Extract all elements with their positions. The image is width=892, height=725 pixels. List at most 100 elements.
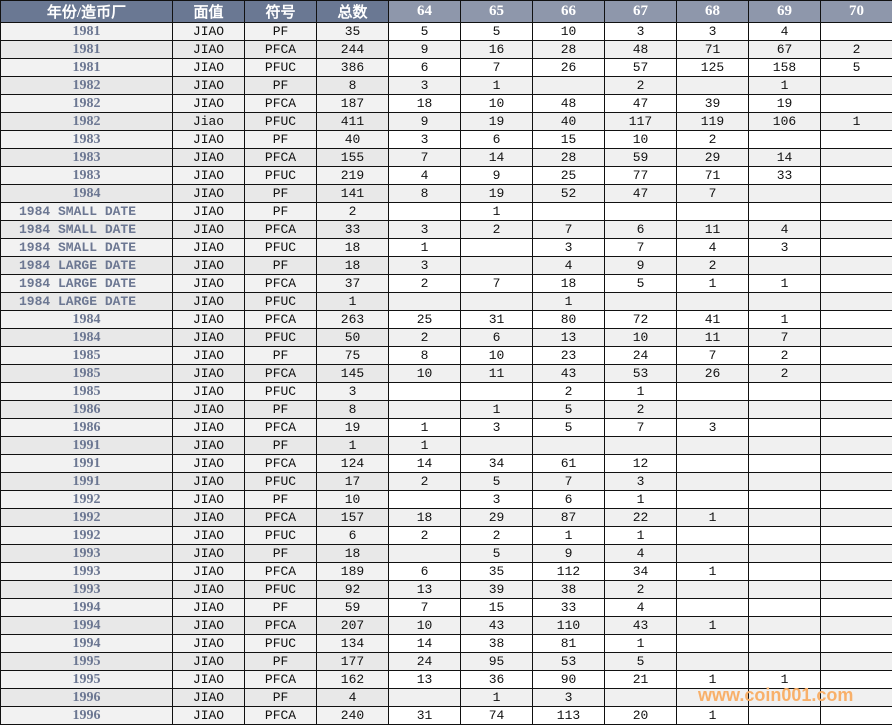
cell-68: [677, 383, 749, 401]
cell-67: 22: [605, 509, 677, 527]
cell-64: 1: [389, 437, 461, 455]
cell-66: 23: [533, 347, 605, 365]
cell-68: 1: [677, 617, 749, 635]
cell-denomination: JIAO: [173, 95, 245, 113]
cell-64: 2: [389, 527, 461, 545]
cell-66: 52: [533, 185, 605, 203]
cell-designation: PFCA: [245, 671, 317, 689]
cell-year-mint: 1981: [1, 59, 173, 77]
cell-69: 1: [749, 311, 821, 329]
cell-designation: PF: [245, 185, 317, 203]
cell-denomination: JIAO: [173, 581, 245, 599]
cell-denomination: JIAO: [173, 185, 245, 203]
cell-designation: PFCA: [245, 275, 317, 293]
cell-67: 5: [605, 275, 677, 293]
cell-total: 124: [317, 455, 389, 473]
cell-65: 11: [461, 365, 533, 383]
cell-designation: PFUC: [245, 293, 317, 311]
cell-total: 8: [317, 401, 389, 419]
header-grade-67[interactable]: 67: [605, 1, 677, 23]
header-designation[interactable]: 符号: [245, 1, 317, 23]
cell-68: [677, 455, 749, 473]
cell-67: 48: [605, 41, 677, 59]
cell-total: 219: [317, 167, 389, 185]
header-year-mint[interactable]: 年份/造币厂: [1, 1, 173, 23]
cell-65: 19: [461, 113, 533, 131]
cell-70: [821, 347, 892, 365]
cell-64: 1: [389, 239, 461, 257]
cell-65: 39: [461, 581, 533, 599]
header-grade-70[interactable]: 70: [821, 1, 892, 23]
cell-denomination: JIAO: [173, 239, 245, 257]
cell-69: [749, 401, 821, 419]
cell-69: [749, 635, 821, 653]
header-grade-68[interactable]: 68: [677, 1, 749, 23]
header-denomination[interactable]: 面值: [173, 1, 245, 23]
cell-denomination: JIAO: [173, 383, 245, 401]
cell-68: 2: [677, 131, 749, 149]
cell-year-mint: 1995: [1, 653, 173, 671]
header-grade-65[interactable]: 65: [461, 1, 533, 23]
cell-designation: PF: [245, 545, 317, 563]
cell-67: 3: [605, 473, 677, 491]
cell-total: 50: [317, 329, 389, 347]
cell-68: 3: [677, 419, 749, 437]
header-grade-64[interactable]: 64: [389, 1, 461, 23]
cell-69: [749, 437, 821, 455]
cell-designation: PFUC: [245, 473, 317, 491]
cell-67: 1: [605, 491, 677, 509]
cell-64: 6: [389, 563, 461, 581]
cell-64: 9: [389, 113, 461, 131]
cell-64: [389, 491, 461, 509]
cell-64: 1: [389, 419, 461, 437]
cell-denomination: JIAO: [173, 455, 245, 473]
cell-68: [677, 401, 749, 419]
cell-denomination: JIAO: [173, 671, 245, 689]
cell-69: [749, 491, 821, 509]
cell-65: [461, 239, 533, 257]
cell-69: 4: [749, 23, 821, 41]
cell-69: [749, 599, 821, 617]
cell-designation: PFUC: [245, 59, 317, 77]
cell-year-mint: 1984 SMALL DATE: [1, 239, 173, 257]
cell-total: 411: [317, 113, 389, 131]
cell-68: [677, 545, 749, 563]
cell-70: [821, 77, 892, 95]
cell-year-mint: 1996: [1, 689, 173, 707]
header-grade-66[interactable]: 66: [533, 1, 605, 23]
cell-70: [821, 275, 892, 293]
cell-68: 41: [677, 311, 749, 329]
cell-66: 43: [533, 365, 605, 383]
cell-69: 1: [749, 77, 821, 95]
cell-70: 2: [821, 41, 892, 59]
header-grade-69[interactable]: 69: [749, 1, 821, 23]
cell-year-mint: 1982: [1, 77, 173, 95]
cell-67: 7: [605, 239, 677, 257]
cell-66: 112: [533, 563, 605, 581]
cell-denomination: Jiao: [173, 113, 245, 131]
cell-year-mint: 1981: [1, 41, 173, 59]
cell-68: [677, 491, 749, 509]
cell-65: 35: [461, 563, 533, 581]
cell-64: 2: [389, 275, 461, 293]
cell-67: 1: [605, 635, 677, 653]
header-total[interactable]: 总数: [317, 1, 389, 23]
cell-65: 1: [461, 203, 533, 221]
cell-64: 13: [389, 671, 461, 689]
cell-designation: PFUC: [245, 167, 317, 185]
cell-65: 1: [461, 689, 533, 707]
cell-65: [461, 293, 533, 311]
cell-65: 16: [461, 41, 533, 59]
cell-total: 189: [317, 563, 389, 581]
cell-denomination: JIAO: [173, 149, 245, 167]
